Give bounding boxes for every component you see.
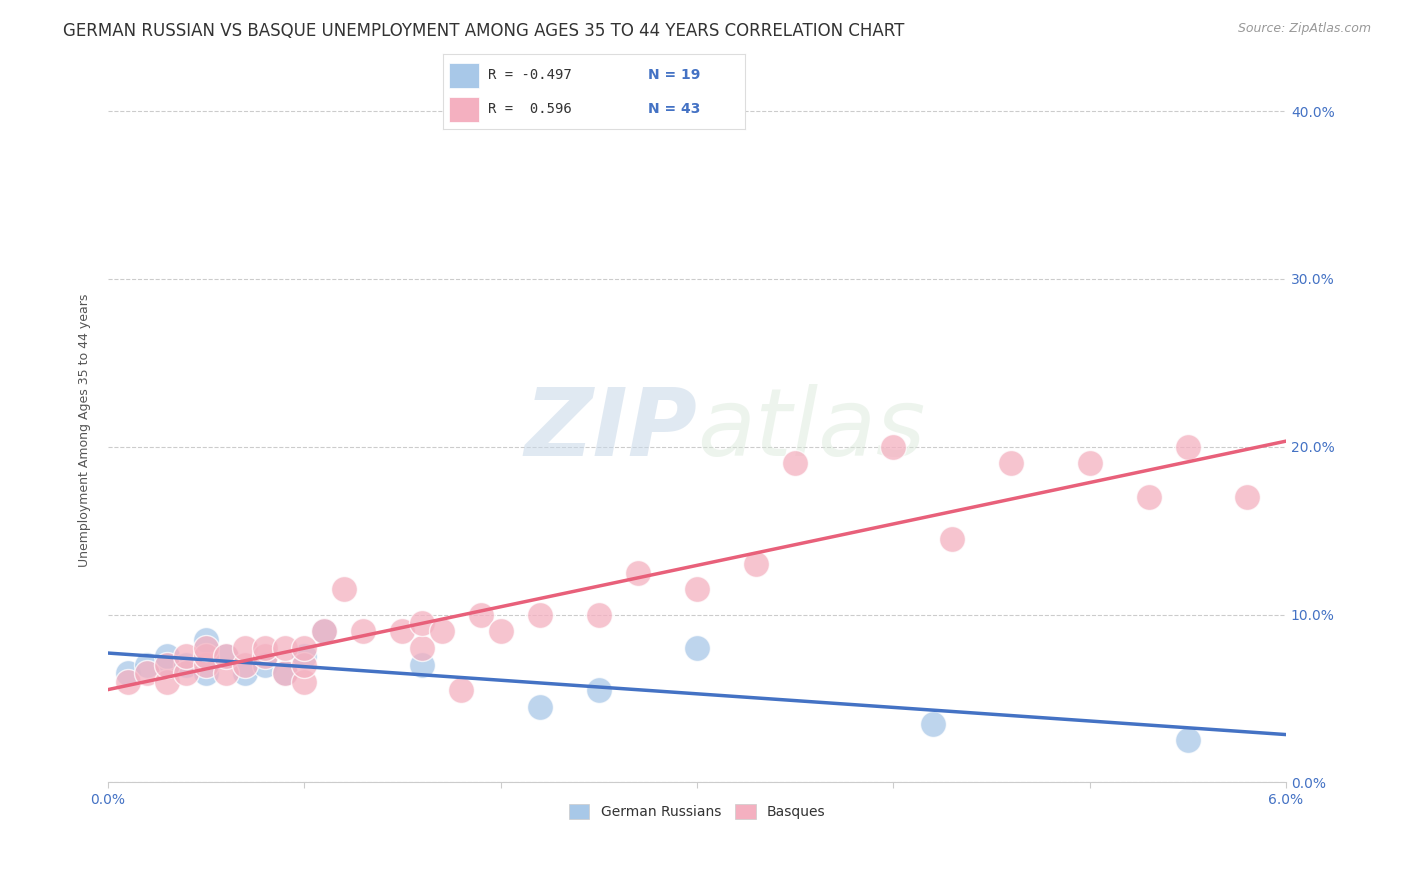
Point bbox=[882, 440, 904, 454]
Point bbox=[292, 649, 315, 664]
Point bbox=[292, 657, 315, 672]
Point bbox=[136, 657, 159, 672]
Point bbox=[253, 641, 276, 656]
Point bbox=[253, 657, 276, 672]
Point bbox=[1137, 490, 1160, 504]
Point bbox=[470, 607, 492, 622]
Point bbox=[529, 699, 551, 714]
Point bbox=[1177, 733, 1199, 747]
Bar bbox=[449, 97, 479, 122]
Point bbox=[1177, 440, 1199, 454]
Point bbox=[273, 666, 295, 681]
Point bbox=[391, 624, 413, 639]
Point bbox=[332, 582, 354, 597]
Point bbox=[156, 657, 179, 672]
Point bbox=[215, 666, 238, 681]
Point bbox=[195, 641, 218, 656]
Point bbox=[411, 615, 433, 630]
Point bbox=[235, 666, 257, 681]
Point bbox=[215, 649, 238, 664]
Point bbox=[136, 666, 159, 681]
Point bbox=[235, 641, 257, 656]
Text: N = 43: N = 43 bbox=[648, 103, 700, 116]
Point bbox=[1078, 457, 1101, 471]
Point bbox=[1000, 457, 1022, 471]
Point bbox=[253, 649, 276, 664]
Point bbox=[489, 624, 512, 639]
Point bbox=[156, 674, 179, 689]
Point bbox=[156, 649, 179, 664]
Point bbox=[450, 683, 472, 698]
Point bbox=[627, 566, 650, 580]
Point bbox=[588, 607, 610, 622]
Point bbox=[215, 649, 238, 664]
Point bbox=[312, 624, 335, 639]
Legend: German Russians, Basques: German Russians, Basques bbox=[562, 799, 831, 825]
Point bbox=[292, 674, 315, 689]
Point bbox=[411, 641, 433, 656]
Text: Source: ZipAtlas.com: Source: ZipAtlas.com bbox=[1237, 22, 1371, 36]
Point bbox=[785, 457, 807, 471]
Text: ZIP: ZIP bbox=[524, 384, 697, 476]
Point bbox=[312, 624, 335, 639]
Point bbox=[195, 632, 218, 647]
Point bbox=[921, 716, 943, 731]
Text: R = -0.497: R = -0.497 bbox=[488, 68, 572, 82]
Y-axis label: Unemployment Among Ages 35 to 44 years: Unemployment Among Ages 35 to 44 years bbox=[79, 293, 91, 566]
Point bbox=[273, 666, 295, 681]
Point bbox=[273, 641, 295, 656]
Point bbox=[235, 657, 257, 672]
Point bbox=[1236, 490, 1258, 504]
Point bbox=[292, 641, 315, 656]
Point bbox=[686, 641, 709, 656]
Point bbox=[352, 624, 374, 639]
Point bbox=[941, 532, 963, 546]
Point bbox=[117, 666, 139, 681]
Text: GERMAN RUSSIAN VS BASQUE UNEMPLOYMENT AMONG AGES 35 TO 44 YEARS CORRELATION CHAR: GERMAN RUSSIAN VS BASQUE UNEMPLOYMENT AM… bbox=[63, 22, 904, 40]
Point bbox=[176, 649, 198, 664]
Point bbox=[156, 657, 179, 672]
Point bbox=[176, 666, 198, 681]
Point bbox=[686, 582, 709, 597]
Point bbox=[195, 657, 218, 672]
Point bbox=[430, 624, 453, 639]
Text: atlas: atlas bbox=[697, 384, 925, 475]
Text: R =  0.596: R = 0.596 bbox=[488, 103, 572, 116]
Point bbox=[176, 657, 198, 672]
Text: N = 19: N = 19 bbox=[648, 68, 700, 82]
Bar bbox=[449, 63, 479, 87]
Point bbox=[411, 657, 433, 672]
Point bbox=[195, 649, 218, 664]
Point bbox=[745, 557, 768, 571]
Point bbox=[195, 666, 218, 681]
Point bbox=[588, 683, 610, 698]
Point bbox=[529, 607, 551, 622]
Point bbox=[117, 674, 139, 689]
